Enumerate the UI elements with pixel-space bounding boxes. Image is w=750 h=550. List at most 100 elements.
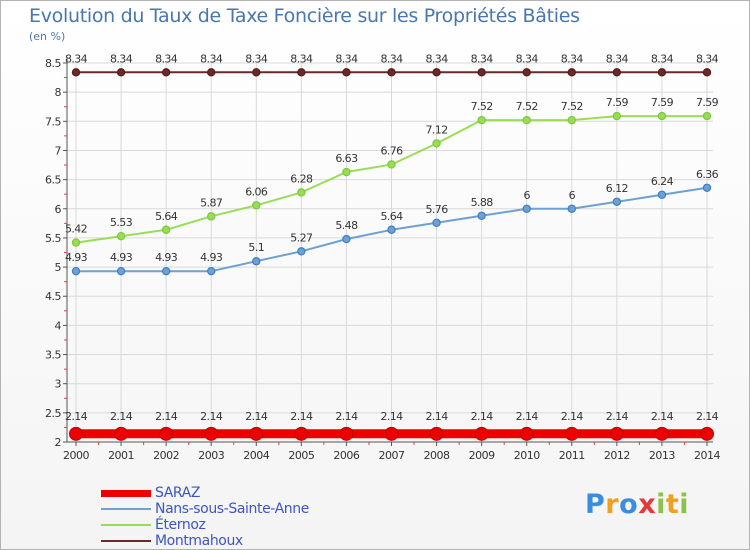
x-tick-label: 2003 xyxy=(198,449,224,462)
data-point xyxy=(519,426,534,441)
data-point xyxy=(294,426,309,441)
data-label: 8.34 xyxy=(696,52,719,65)
data-label: 8.34 xyxy=(335,52,358,65)
data-point xyxy=(477,211,486,220)
data-point xyxy=(612,68,622,77)
data-point xyxy=(387,225,396,234)
data-label: 6 xyxy=(524,189,531,202)
legend-label-saraz: SARAZ xyxy=(155,485,201,501)
legend-swatch-nans xyxy=(101,508,151,510)
data-label: 7.52 xyxy=(471,100,493,113)
legend-swatch-saraz xyxy=(101,489,151,497)
y-tick-label: 4 xyxy=(55,319,62,332)
data-point xyxy=(609,426,624,441)
logo-letter: r xyxy=(605,489,620,520)
data-label: 2.14 xyxy=(155,410,178,423)
data-point xyxy=(477,68,486,77)
data-point xyxy=(612,111,622,121)
data-point xyxy=(71,238,81,247)
y-tick-label: 5.5 xyxy=(45,232,61,245)
data-point xyxy=(387,160,396,169)
x-tick-label: 2000 xyxy=(63,449,89,462)
data-label: 8.34 xyxy=(155,52,178,65)
data-label: 4.93 xyxy=(155,251,178,264)
proxiti-logo: Proxiti xyxy=(585,489,689,520)
legend-label-nans: Nans-sous-Sainte-Anne xyxy=(155,501,309,517)
data-point xyxy=(116,68,126,77)
data-point xyxy=(252,68,261,77)
data-label: 5.64 xyxy=(155,210,178,223)
data-point xyxy=(116,231,126,241)
data-label: 2.14 xyxy=(561,410,584,423)
data-label: 6.36 xyxy=(696,168,719,181)
data-point xyxy=(567,204,576,213)
data-label: 8.34 xyxy=(471,52,494,65)
data-label: 5.48 xyxy=(335,219,358,232)
logo-letter: x xyxy=(638,489,657,520)
data-label: 7.52 xyxy=(516,100,538,113)
data-point xyxy=(161,68,171,77)
data-label: 2.14 xyxy=(200,410,223,423)
data-point xyxy=(700,426,714,441)
data-label: 8.34 xyxy=(651,52,674,65)
data-label: 5.64 xyxy=(380,210,403,223)
data-point xyxy=(116,266,126,276)
y-tick-label: 2.5 xyxy=(45,407,61,420)
data-point xyxy=(384,426,399,441)
data-label: 2.14 xyxy=(516,410,539,423)
data-point xyxy=(252,257,261,266)
data-label: 7.59 xyxy=(696,96,719,109)
data-point xyxy=(69,426,83,441)
data-label: 2.14 xyxy=(606,410,629,423)
data-label: 7.12 xyxy=(426,123,448,136)
data-point xyxy=(339,426,354,441)
data-point xyxy=(612,197,622,206)
x-tick-label: 2005 xyxy=(288,449,314,462)
data-label: 2.14 xyxy=(65,410,88,423)
legend-item-saraz: SARAZ xyxy=(101,485,309,501)
data-label: 8.34 xyxy=(426,52,449,65)
data-label: 5.27 xyxy=(290,231,313,244)
data-label: 7.59 xyxy=(651,96,674,109)
data-label: 8.34 xyxy=(380,52,403,65)
data-label: 6 xyxy=(569,189,576,202)
x-tick-label: 2013 xyxy=(649,449,675,462)
data-label: 6.28 xyxy=(290,172,313,185)
y-tick-label: 7.5 xyxy=(45,115,61,128)
legend-label-montmahoux: Montmahoux xyxy=(155,533,243,549)
x-tick-label: 2008 xyxy=(424,449,450,462)
data-label: 4.93 xyxy=(110,251,133,264)
data-label: 2.14 xyxy=(380,410,403,423)
data-point xyxy=(207,68,216,77)
data-label: 5.76 xyxy=(426,203,449,216)
data-label: 5.42 xyxy=(65,223,87,236)
data-point xyxy=(342,68,351,77)
data-label: 5.87 xyxy=(200,196,223,209)
x-tick-label: 2012 xyxy=(604,449,630,462)
data-point xyxy=(657,68,667,77)
data-label: 2.14 xyxy=(426,410,449,423)
data-label: 8.34 xyxy=(245,52,268,65)
data-label: 2.14 xyxy=(696,410,719,423)
unit-label: (en %) xyxy=(29,30,66,43)
data-label: 2.14 xyxy=(245,410,268,423)
data-point xyxy=(387,68,396,77)
data-point xyxy=(657,111,667,121)
data-label: 2.14 xyxy=(471,410,494,423)
data-label: 8.34 xyxy=(65,52,88,65)
x-tick-label: 2010 xyxy=(514,449,540,462)
legend-item-nans: Nans-sous-Sainte-Anne xyxy=(101,501,309,517)
data-point xyxy=(342,167,351,177)
legend-item-eternoz: Éternoz xyxy=(101,517,309,533)
data-point xyxy=(297,188,306,197)
y-tick-label: 8.5 xyxy=(45,57,61,70)
x-tick-label: 2014 xyxy=(694,449,720,462)
x-tick-label: 2009 xyxy=(469,449,495,462)
data-point xyxy=(159,426,174,441)
data-label: 8.34 xyxy=(516,52,539,65)
data-point xyxy=(114,426,129,441)
data-point xyxy=(702,111,712,121)
data-point xyxy=(71,266,81,276)
